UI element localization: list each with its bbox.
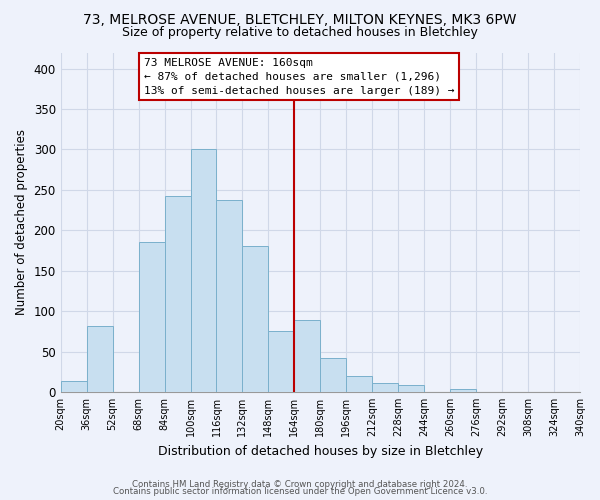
Bar (242, 246, 268, 392)
Text: 73 MELROSE AVENUE: 160sqm
← 87% of detached houses are smaller (1,296)
13% of se: 73 MELROSE AVENUE: 160sqm ← 87% of detac… (144, 58, 454, 96)
Bar (86, 326, 113, 392)
Bar (450, 388, 476, 392)
Bar (191, 150, 217, 392)
Bar (164, 196, 191, 392)
Bar (217, 200, 242, 392)
Bar (320, 358, 346, 392)
X-axis label: Distribution of detached houses by size in Bletchley: Distribution of detached houses by size … (158, 444, 483, 458)
Text: Size of property relative to detached houses in Bletchley: Size of property relative to detached ho… (122, 26, 478, 39)
Bar (61, 382, 86, 392)
Text: Contains HM Land Registry data © Crown copyright and database right 2024.: Contains HM Land Registry data © Crown c… (132, 480, 468, 489)
Text: Contains public sector information licensed under the Open Government Licence v3: Contains public sector information licen… (113, 487, 487, 496)
Bar (346, 376, 372, 392)
Text: 73, MELROSE AVENUE, BLETCHLEY, MILTON KEYNES, MK3 6PW: 73, MELROSE AVENUE, BLETCHLEY, MILTON KE… (83, 12, 517, 26)
Bar (139, 242, 164, 392)
Bar (295, 320, 320, 392)
Bar (372, 383, 398, 392)
Y-axis label: Number of detached properties: Number of detached properties (15, 129, 28, 315)
Bar (268, 332, 295, 392)
Bar (398, 386, 424, 392)
